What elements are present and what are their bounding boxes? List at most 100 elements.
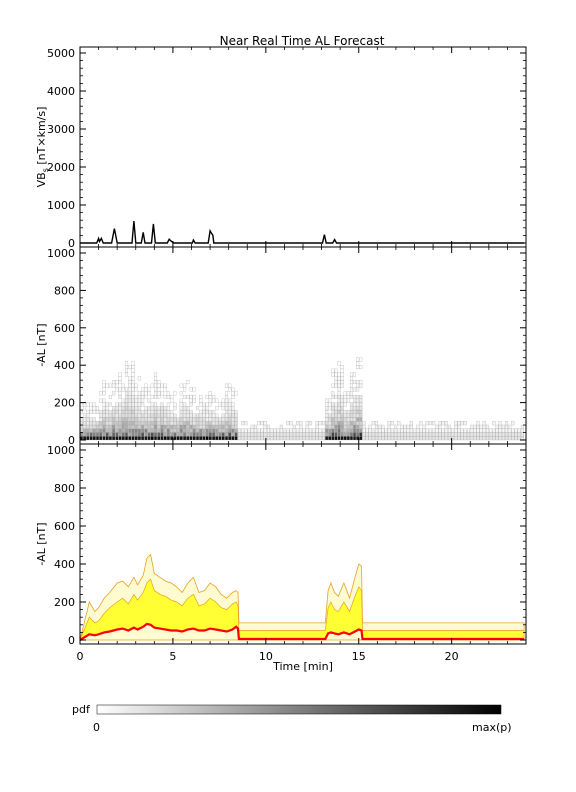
vbs-ylabel-main: VB <box>35 172 48 187</box>
pdf-cell <box>179 398 183 403</box>
pdf-cell <box>124 406 129 411</box>
pdf-cell <box>99 424 103 429</box>
pdf-cell <box>340 424 344 429</box>
pdf-cell <box>416 432 420 437</box>
pdf-cell <box>432 421 436 426</box>
pdf-cell <box>422 424 426 429</box>
pdf-cell <box>108 402 112 407</box>
pdf-cell <box>212 417 216 422</box>
pdf-cell <box>115 409 119 414</box>
pdf-cell <box>328 424 332 429</box>
pdf-cell <box>485 432 490 437</box>
pdf-cell <box>231 428 235 433</box>
pdf-cell <box>501 436 505 441</box>
pdf-cell <box>131 383 135 388</box>
pdf-cell <box>131 432 135 437</box>
pdf-cell <box>205 406 209 411</box>
pdf-cell <box>105 413 109 418</box>
pdf-cell <box>186 417 190 422</box>
pdf-cell <box>343 421 347 426</box>
pdf-cell <box>334 409 338 414</box>
pdf-cell <box>205 424 209 429</box>
pdf-cell <box>176 421 180 426</box>
pdf-cell <box>128 417 132 422</box>
pdf-cell <box>378 424 382 429</box>
pdf-cell <box>202 409 206 414</box>
pdf-cell <box>308 436 313 441</box>
pdf-cell <box>189 394 193 399</box>
pdf-cell <box>144 391 148 396</box>
pdf-cell <box>183 402 187 407</box>
pdf-cell <box>115 436 119 441</box>
pdf-cell <box>473 436 477 441</box>
pdf-cell <box>131 421 135 426</box>
pdf-cell <box>92 432 96 437</box>
pdf-cell <box>247 432 251 437</box>
pdf-cell <box>102 391 106 396</box>
pdf-cell <box>95 421 100 426</box>
pdf-cell <box>409 424 413 429</box>
pdf-cell <box>511 421 515 426</box>
pdf-cell <box>397 421 401 426</box>
pdf-cell <box>331 417 335 422</box>
pdf-cell <box>118 413 122 418</box>
pdf-cell <box>176 424 180 429</box>
pdf-cell <box>144 421 148 426</box>
pdf-cell <box>253 432 258 437</box>
pdf-cell <box>179 402 183 407</box>
vbs-ylabel: VBs [nT×km/s] <box>35 107 50 188</box>
pdf-cell <box>454 421 458 426</box>
pdf-cell <box>247 436 251 441</box>
pdf-cell <box>387 424 391 429</box>
pdf-cell <box>340 394 344 399</box>
pdf-cell <box>504 428 509 433</box>
pdf-cell <box>157 424 161 429</box>
pdf-cell <box>359 406 363 411</box>
pdf-cell <box>356 413 360 418</box>
pdf-cell <box>454 432 458 437</box>
pdf-cell <box>92 421 96 426</box>
al-forecast-grid-ticks: 0 200 400 600 800 1000 0 5 10 15 20 <box>47 444 527 663</box>
pdf-cell <box>454 424 458 429</box>
pdf-cell <box>231 406 235 411</box>
pdf-cell <box>137 376 141 381</box>
pdf-cell <box>147 421 151 426</box>
pdf-cell <box>160 383 164 388</box>
pdf-cell <box>286 421 290 426</box>
pdf-cell <box>124 368 129 373</box>
pdf-cell <box>331 436 335 441</box>
pdf-cell <box>163 413 167 418</box>
pdf-cell <box>224 436 229 441</box>
pdf-cell <box>192 398 196 403</box>
pdf-cell <box>202 402 206 407</box>
pdf-cell <box>176 428 180 433</box>
pdf-cell <box>253 424 258 429</box>
pdf-cell <box>374 421 379 426</box>
pdf-cell <box>498 432 502 437</box>
pdf-cell <box>141 428 145 433</box>
y-tick-label: 800 <box>54 482 75 495</box>
pdf-cell <box>346 413 350 418</box>
pdf-cell <box>221 417 225 422</box>
pdf-cell <box>359 421 363 426</box>
pdf-cell <box>353 387 357 392</box>
pdf-cell <box>83 436 87 441</box>
pdf-cell <box>247 428 251 433</box>
pdf-cell <box>199 428 203 433</box>
pdf-cell <box>112 383 116 388</box>
pdf-cell <box>340 402 344 407</box>
pdf-cell <box>425 436 429 441</box>
pdf-cell <box>356 383 360 388</box>
pdf-cell <box>340 398 344 403</box>
pdf-cell <box>199 432 203 437</box>
pdf-cell <box>346 394 350 399</box>
pdf-cell <box>186 436 190 441</box>
pdf-cell <box>141 402 145 407</box>
pdf-cell <box>343 402 347 407</box>
pdf-cell <box>231 417 235 422</box>
pdf-cell <box>315 424 319 429</box>
pdf-cell <box>163 387 167 392</box>
pdf-cell <box>400 436 404 441</box>
pdf-cell <box>425 421 429 426</box>
pdf-cell <box>124 361 129 366</box>
